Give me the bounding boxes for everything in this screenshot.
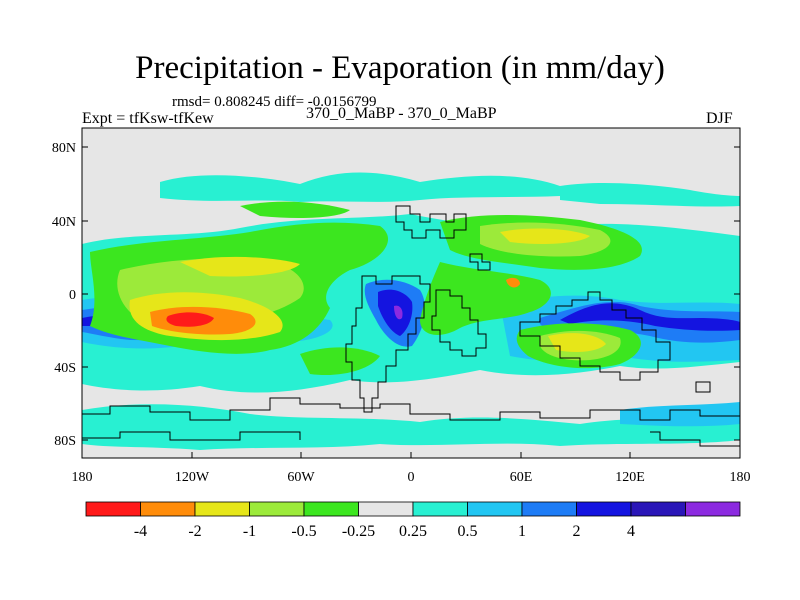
- x-tick-label: 120W: [175, 470, 210, 485]
- colorbar: -4 -2 -1 -0.5 -0.25 0.25 0.5 1 2 4: [85, 501, 741, 540]
- experiment-label: Expt = tfKsw-tfKew: [82, 110, 214, 127]
- colorbar-label: 1: [518, 523, 526, 540]
- stats-line: rmsd= 0.808245 diff= -0.0156799: [172, 94, 377, 110]
- colorbar-label: 4: [627, 523, 635, 540]
- colorbar-label: -4: [134, 523, 147, 540]
- coast-antarctica: [82, 397, 740, 421]
- contour-purple-amazon: [394, 305, 403, 320]
- contour-orange-africa: [506, 277, 520, 288]
- contour-red-pacific: [166, 312, 214, 327]
- coast-small-islands: [469, 253, 711, 393]
- contour-yellow-northpacific: [180, 256, 300, 277]
- colorbar-swatch: [412, 501, 468, 517]
- coastlines: [82, 205, 740, 447]
- colorbar-swatch: [685, 501, 741, 517]
- contour-cyan-north-band: [160, 172, 560, 202]
- y-tick-label: 40S: [54, 361, 76, 376]
- colorbar-label: 2: [573, 523, 581, 540]
- colorbar-swatch: [194, 501, 250, 517]
- colorbar-swatch: [576, 501, 632, 517]
- colorbar-label: 0.25: [399, 523, 427, 540]
- season-label: DJF: [706, 110, 733, 127]
- colorbar-swatch: [521, 501, 577, 517]
- contour-green-atlantic-south: [300, 347, 380, 376]
- contour-green-north-band: [240, 201, 350, 218]
- colorbar-label: -1: [243, 523, 256, 540]
- contour-darkblue-east: [560, 303, 740, 331]
- colorbar-swatch: [303, 501, 359, 517]
- contour-cyan-southern-band: [82, 404, 740, 450]
- contour-yellow-asia: [500, 228, 590, 244]
- colorbar-swatch: [140, 501, 196, 517]
- plot-title: Precipitation - Evaporation (in mm/day): [135, 50, 665, 86]
- coast-asia-australia: [519, 291, 671, 381]
- coast-north-america-atlantic: [395, 205, 467, 239]
- coast-antarctica-south: [82, 431, 740, 447]
- x-tick-label: 120E: [615, 470, 645, 485]
- colorbar-swatch: [249, 501, 305, 517]
- colorbar-label: -0.5: [291, 523, 316, 540]
- runs-label: 370_0_MaBP - 370_0_MaBP: [306, 105, 497, 122]
- colorbar-swatch: [358, 501, 414, 517]
- tick-marks: [81, 146, 741, 458]
- coast-africa: [431, 289, 487, 357]
- contour-field: [82, 128, 740, 458]
- x-tick-label: 60W: [287, 470, 315, 485]
- y-tick-label: 0: [69, 288, 76, 303]
- y-tick-label: 40N: [52, 215, 76, 230]
- x-tick-label: 0: [408, 470, 415, 485]
- contour-cyan-east-north: [560, 183, 740, 207]
- y-axis: 80N 40N 0 40S 80S: [52, 141, 76, 449]
- x-axis: 180 120W 60W 0 60E 120E 180: [72, 470, 751, 485]
- colorbar-label: -0.25: [342, 523, 375, 540]
- contour-yellow-indian: [548, 333, 606, 352]
- colorbar-swatch: [630, 501, 686, 517]
- x-tick-label: 180: [730, 470, 751, 485]
- y-tick-label: 80S: [54, 434, 76, 449]
- colorbar-label: 0.5: [458, 523, 478, 540]
- y-tick-label: 80N: [52, 141, 76, 156]
- coast-south-america: [345, 275, 431, 413]
- colorbar-swatch: [467, 501, 523, 517]
- colorbar-label: -2: [188, 523, 201, 540]
- colorbar-swatch: [85, 501, 141, 517]
- x-tick-label: 60E: [510, 470, 533, 485]
- x-tick-label: 180: [72, 470, 93, 485]
